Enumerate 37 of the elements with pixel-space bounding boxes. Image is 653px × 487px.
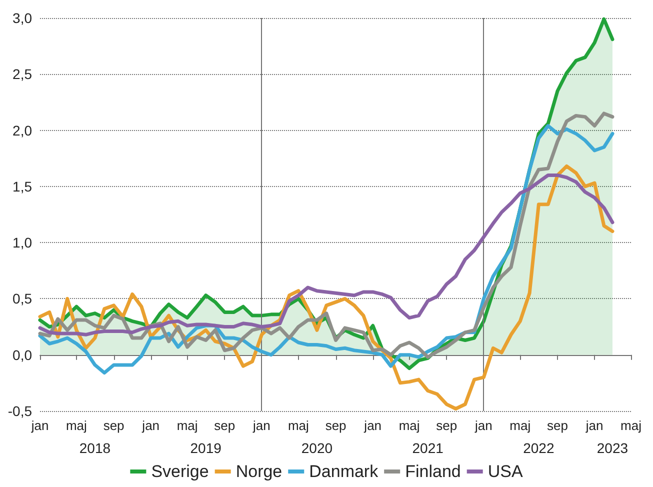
x-tick-label: maj <box>620 418 642 433</box>
x-tick-label: sep <box>436 418 458 433</box>
line-series <box>38 173 614 336</box>
x2-tick-label: 2021 <box>412 440 444 456</box>
x-tick-label: jan <box>474 418 492 433</box>
x-tick-label: jan <box>141 418 160 433</box>
x-tick-label: maj <box>398 418 420 433</box>
x-tick-label: maj <box>66 418 88 433</box>
y-tick-label: 0,5 <box>12 290 32 307</box>
x-tick-label: jan <box>584 418 604 433</box>
y-tick-label: -0,5 <box>8 403 32 419</box>
x2-tick-label: 2020 <box>301 440 333 456</box>
x-tick-label: sep <box>214 418 236 433</box>
x-tick-label: jan <box>363 418 382 433</box>
y-tick-label: 1,0 <box>12 234 32 251</box>
x-tick-label: sep <box>325 418 346 433</box>
y-tick-label: 1,5 <box>12 178 32 194</box>
y-tick-label: 2,0 <box>12 122 32 138</box>
y-tick-label: 0,0 <box>12 346 32 363</box>
legend-label: USA <box>488 462 524 481</box>
x-tick-label: maj <box>176 418 198 433</box>
x-tick-label: jan <box>30 418 49 433</box>
legend-label: Danmark <box>309 462 379 481</box>
x-tick-label: sep <box>547 418 568 433</box>
x2-tick-label: 2019 <box>190 440 222 456</box>
y-tick-label: 3,0 <box>12 10 32 26</box>
legend-label: Sverige <box>151 462 209 481</box>
x2-tick-label: 2018 <box>79 440 111 456</box>
legend-label: Finland <box>405 462 461 481</box>
x-tick-label: jan <box>252 418 270 433</box>
x2-tick-label: 2022 <box>523 440 554 456</box>
legend-label: Norge <box>236 462 282 481</box>
x-tick-label: maj <box>288 418 310 433</box>
y-tick-label: 2,5 <box>12 66 32 82</box>
x-tick-label: maj <box>510 418 531 433</box>
x-tick-label: sep <box>103 418 124 433</box>
x2-tick-label: 2023 <box>596 440 628 456</box>
